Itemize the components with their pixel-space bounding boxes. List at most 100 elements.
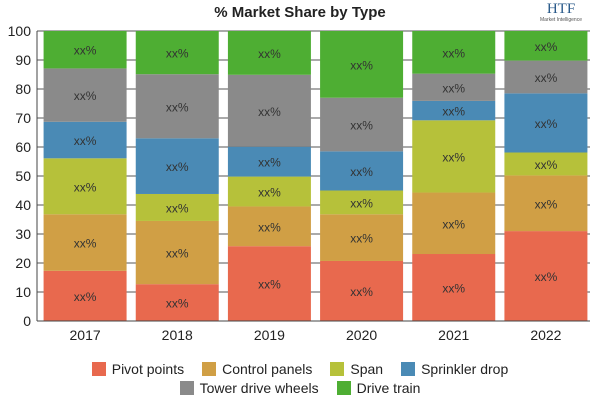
bar-segment (43, 158, 127, 215)
x-tick-label: 2018 (162, 327, 193, 343)
x-tick-label: 2020 (346, 327, 377, 343)
data-label: xx% (74, 180, 97, 194)
y-tick-label: 60 (15, 139, 31, 155)
bar-segment (504, 31, 588, 61)
data-label: xx% (350, 119, 373, 133)
bar-segment (504, 93, 588, 153)
legend-item: Sprinkler drop (401, 361, 508, 377)
x-tick-label: 2019 (254, 327, 285, 343)
y-tick-label: 50 (15, 168, 31, 184)
data-label: xx% (350, 285, 373, 299)
data-label: xx% (535, 71, 558, 85)
data-label: xx% (442, 150, 465, 164)
y-tick-label: 100 (8, 23, 32, 39)
data-label: xx% (166, 100, 189, 114)
data-label: xx% (74, 290, 97, 304)
bar-segment (412, 254, 496, 321)
data-label: xx% (258, 278, 281, 292)
data-label: xx% (350, 196, 373, 210)
bar-segment (43, 121, 127, 159)
legend-swatch (330, 362, 345, 376)
data-label: xx% (442, 217, 465, 231)
bar-segment (43, 214, 127, 271)
bar-segment (227, 246, 311, 321)
bar-segment (227, 31, 311, 75)
bar-segment (320, 214, 404, 261)
bar-segment (227, 206, 311, 247)
bar-segment (412, 31, 496, 74)
y-tick-label: 20 (15, 255, 31, 271)
bar-segment (227, 74, 311, 147)
data-label: xx% (535, 117, 558, 131)
data-label: xx% (166, 160, 189, 174)
legend-item: Control panels (202, 361, 312, 377)
data-label: xx% (535, 270, 558, 284)
data-label: xx% (258, 220, 281, 234)
data-label: xx% (258, 156, 281, 170)
legend-item: Drive train (336, 380, 421, 396)
data-label: xx% (166, 247, 189, 261)
bar-segment (43, 270, 127, 321)
x-tick-label: 2017 (70, 327, 101, 343)
data-label: xx% (442, 81, 465, 95)
y-tick-label: 30 (15, 226, 31, 242)
bar-segment (320, 151, 404, 191)
legend-swatch (202, 362, 217, 376)
data-label: xx% (74, 44, 97, 58)
bar-segment (227, 176, 311, 207)
bar-segment (320, 190, 404, 215)
legend-label: Control panels (222, 361, 313, 377)
data-label: xx% (350, 58, 373, 72)
bar-segment (135, 220, 219, 285)
bar-segment (135, 74, 219, 139)
bar-segment (412, 192, 496, 255)
data-label: xx% (74, 89, 97, 103)
bar-segment (504, 60, 588, 94)
bar-segment (412, 120, 496, 193)
y-tick-label: 40 (15, 197, 31, 213)
data-label: xx% (166, 297, 189, 311)
x-tick-label: 2022 (530, 327, 561, 343)
bar-segment (504, 231, 588, 321)
legend-label: Drive train (356, 380, 421, 396)
legend-row-1: Pivot points Control panels Span Sprinkler … (0, 361, 600, 377)
data-label: xx% (535, 40, 558, 54)
logo-brand: HTF (546, 1, 576, 17)
bar-segment (320, 97, 404, 152)
data-label: xx% (166, 201, 189, 215)
bar-segment (135, 138, 219, 194)
data-label: xx% (350, 232, 373, 246)
legend-label: Tower drive wheels (199, 380, 319, 396)
bar-segment (135, 31, 219, 75)
bar-segment (504, 175, 588, 232)
legend-swatch (179, 381, 194, 395)
data-label: xx% (442, 105, 465, 119)
data-label: xx% (74, 134, 97, 148)
bar-segment (43, 31, 127, 69)
logo-tagline: Market Intelligence (540, 17, 582, 23)
data-label: xx% (258, 105, 281, 119)
legend-item: Pivot points (91, 361, 184, 377)
legend-swatch (401, 362, 416, 376)
bar-segment (227, 146, 311, 177)
bar-segment (320, 260, 404, 321)
data-label: xx% (442, 46, 465, 60)
y-tick-label: 90 (15, 52, 31, 68)
data-label: xx% (535, 197, 558, 211)
bar-segment (412, 73, 496, 101)
y-tick-label: 70 (15, 110, 31, 126)
y-tick-label: 10 (15, 284, 31, 300)
data-label: xx% (74, 237, 97, 251)
legend-row-2: Tower drive wheels Drive train (0, 380, 600, 396)
y-tick-label: 0 (23, 313, 31, 329)
bar-segment (135, 284, 219, 321)
legend-item: Tower drive wheels (179, 380, 319, 396)
legend-swatch (91, 362, 106, 376)
data-label: xx% (350, 165, 373, 179)
bar-segment (43, 68, 127, 122)
legend-item: Span (330, 361, 383, 377)
bar-segment (412, 100, 496, 121)
bar-segment (135, 193, 219, 221)
x-tick-label: 2021 (438, 327, 469, 343)
stacked-bar-chart: 0 10 20 30 40 50 60 70 80 90 100 xx% xx% xx% xx% xx% xx%… (8, 23, 590, 343)
